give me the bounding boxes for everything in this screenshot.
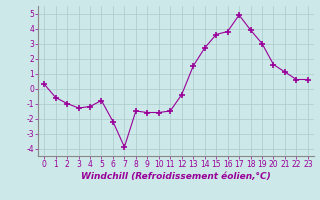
X-axis label: Windchill (Refroidissement éolien,°C): Windchill (Refroidissement éolien,°C) bbox=[81, 172, 271, 181]
